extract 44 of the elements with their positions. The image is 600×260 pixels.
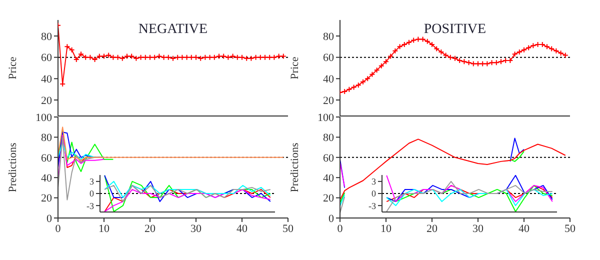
y-tick-label: 80 (41, 132, 52, 144)
x-tick-label: 0 (337, 222, 344, 235)
x-tick-label: 40 (518, 222, 530, 235)
y-tick-label: 0 (372, 188, 376, 199)
y-tick-label: 20 (41, 192, 52, 205)
y-tick-label: 100 (36, 112, 52, 124)
x-tick-label: 20 (426, 222, 438, 235)
y-tick-label: 20 (41, 94, 52, 107)
y-tick-label: 20 (323, 94, 334, 107)
y-tick-label: 0 (328, 212, 334, 225)
y-axis-title: Predictions (6, 142, 19, 192)
y-tick-label: 80 (323, 30, 334, 43)
y-tick-label: 40 (323, 172, 334, 185)
y-tick-label: 40 (41, 74, 52, 86)
y-tick-label: -3 (368, 200, 376, 211)
y-tick-label: 3 (90, 176, 94, 187)
y-tick-label: 3 (372, 176, 376, 187)
x-tick-label: 30 (190, 222, 202, 235)
y-tick-label: 60 (323, 152, 334, 164)
y-tick-label: 40 (323, 74, 334, 86)
x-tick-label: 50 (282, 222, 294, 235)
chart-title: NEGATIVE (137, 22, 209, 38)
x-tick-label: 30 (472, 222, 484, 235)
y-tick-label: 60 (41, 52, 52, 64)
y-tick-label: -3 (86, 200, 94, 211)
y-tick-label: 20 (323, 192, 334, 205)
x-tick-label: 10 (380, 222, 392, 235)
y-axis-title: Price (6, 56, 19, 80)
y-tick-label: 60 (41, 152, 52, 164)
x-tick-label: 20 (144, 222, 156, 235)
x-tick-label: 0 (55, 222, 62, 235)
y-tick-label: 40 (41, 172, 52, 185)
y-tick-label: 80 (323, 132, 334, 144)
y-tick-label: 80 (41, 30, 52, 43)
x-tick-label: 10 (98, 222, 110, 235)
y-tick-label: 60 (323, 52, 334, 64)
chart-title: POSITIVE (422, 22, 488, 38)
y-tick-label: 0 (90, 188, 94, 199)
y-tick-label: 0 (46, 212, 52, 225)
y-axis-title: Price (288, 56, 301, 80)
x-tick-label: 50 (564, 222, 576, 235)
y-axis-title: Predictions (288, 142, 301, 192)
x-tick-label: 40 (236, 222, 248, 235)
y-tick-label: 100 (318, 112, 334, 124)
